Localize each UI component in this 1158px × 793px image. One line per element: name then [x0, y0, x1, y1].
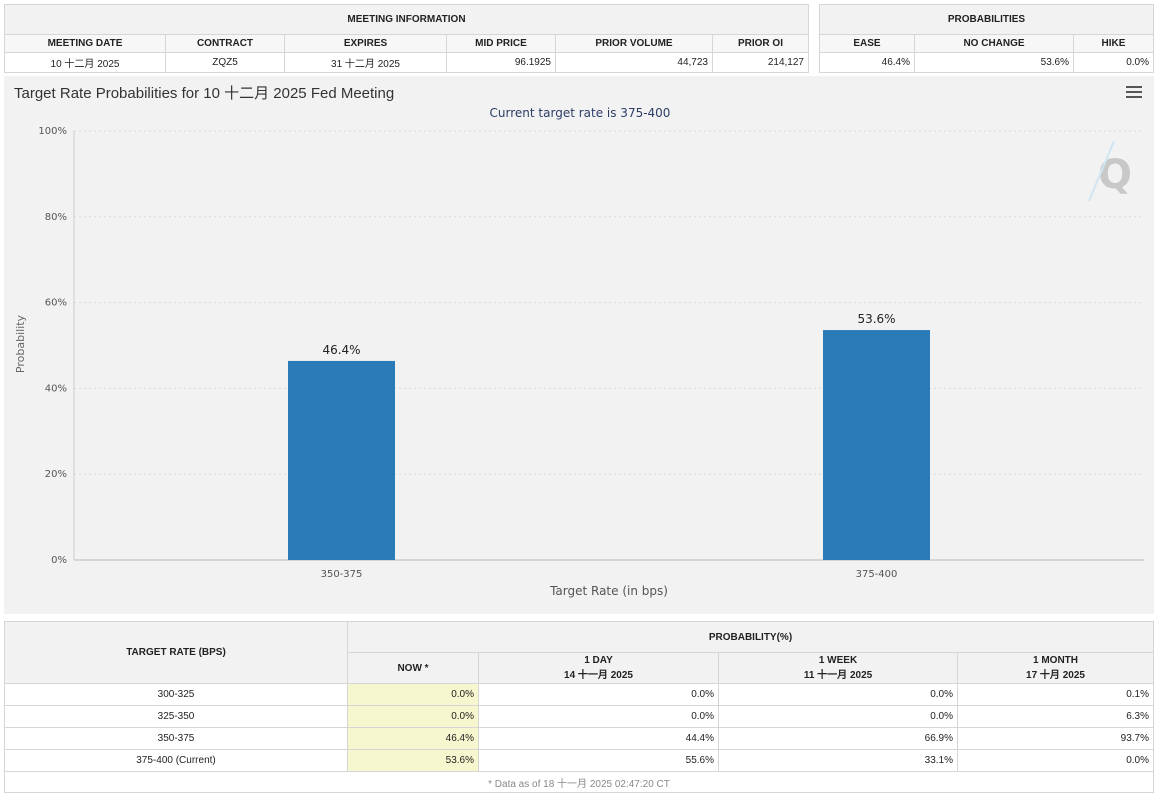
data-footnote: * Data as of 18 十一月 2025 02:47:20 CT — [4, 771, 1154, 793]
chart-title: Target Rate Probabilities for 10 十二月 202… — [14, 85, 395, 102]
bar-data-label: 53.6% — [857, 312, 895, 326]
col-prior-volume: PRIOR VOLUME — [555, 34, 713, 53]
col-1-week-label: 1 WEEK — [818, 655, 858, 666]
col-1-month-date: 17 十月 2025 — [1026, 670, 1085, 681]
ease-value: 46.4% — [819, 52, 915, 73]
target-rate-cell: 350-375 — [4, 727, 348, 750]
y-tick-label: 20% — [45, 469, 67, 480]
probability-cell: 0.0% — [347, 705, 479, 728]
probability-header: PROBABILITY(%) — [347, 621, 1154, 653]
y-tick-label: 80% — [45, 212, 67, 223]
y-axis-label: Probability — [14, 314, 27, 373]
probability-cell: 53.6% — [347, 749, 479, 772]
bar-375-400[interactable] — [823, 330, 930, 560]
col-now-label: NOW * — [397, 662, 429, 674]
table-row: 375-400 (Current) 53.6% 55.6% 33.1% 0.0% — [4, 749, 1154, 772]
contract-value: ZQZ5 — [165, 52, 285, 73]
col-no-change: NO CHANGE — [914, 34, 1074, 53]
bar-data-label: 46.4% — [322, 343, 360, 357]
target-rate-cell: 375-400 (Current) — [4, 749, 348, 772]
col-now: NOW * — [347, 652, 479, 684]
y-tick-label: 60% — [45, 298, 67, 309]
col-1-month: 1 MONTH 17 十月 2025 — [957, 652, 1154, 684]
chart-subtitle: Current target rate is 375-400 — [490, 106, 671, 120]
expires-value: 31 十二月 2025 — [284, 52, 447, 73]
chart-panel: Target Rate Probabilities for 10 十二月 202… — [4, 76, 1154, 614]
probability-cell: 44.4% — [478, 727, 719, 750]
probability-cell: 0.0% — [718, 683, 958, 706]
target-rate-header: TARGET RATE (BPS) — [4, 621, 348, 684]
col-mid-price: MID PRICE — [446, 34, 556, 53]
hike-value: 0.0% — [1073, 52, 1154, 73]
probability-cell: 66.9% — [718, 727, 958, 750]
col-1-day: 1 DAY 14 十一月 2025 — [478, 652, 719, 684]
x-axis-ticks: 350-375 375-400 — [321, 569, 898, 580]
meeting-info-title: MEETING INFORMATION — [4, 4, 809, 35]
y-tick-label: 100% — [38, 126, 67, 137]
probability-cell: 0.0% — [478, 705, 719, 728]
y-axis-ticks: 0% 20% 40% 60% 80% 100% — [38, 126, 67, 566]
probability-cell: 0.0% — [478, 683, 719, 706]
x-axis-label: Target Rate (in bps) — [549, 584, 668, 598]
probability-cell: 55.6% — [478, 749, 719, 772]
bar-350-375[interactable] — [288, 360, 395, 560]
probability-cell: 93.7% — [957, 727, 1154, 750]
col-1-week-date: 11 十一月 2025 — [803, 670, 873, 681]
probabilities-title: PROBABILITIES — [819, 4, 1154, 35]
probability-history-table: TARGET RATE (BPS) PROBABILITY(%) NOW * 1… — [4, 621, 1154, 793]
table-row: 300-325 0.0% 0.0% 0.0% 0.1% — [4, 683, 1154, 706]
chart-menu-icon[interactable] — [1126, 86, 1142, 100]
probability-cell: 6.3% — [957, 705, 1154, 728]
target-rate-cell: 325-350 — [4, 705, 348, 728]
probabilities-table: PROBABILITIES EASE NO CHANGE HIKE 46.4% … — [819, 4, 1154, 73]
col-1-day-date: 14 十一月 2025 — [564, 670, 633, 681]
x-tick-label: 375-400 — [856, 569, 898, 580]
target-rate-cell: 300-325 — [4, 683, 348, 706]
chart-grid — [73, 130, 1144, 561]
col-meeting-date: MEETING DATE — [4, 34, 166, 53]
col-1-day-label: 1 DAY — [584, 655, 613, 666]
probability-cell: 0.0% — [718, 705, 958, 728]
watermark-letter: Q — [1098, 152, 1132, 198]
y-tick-label: 0% — [51, 555, 67, 566]
col-expires: EXPIRES — [284, 34, 447, 53]
no-change-value: 53.6% — [914, 52, 1074, 73]
meeting-date-value: 10 十二月 2025 — [4, 52, 166, 73]
table-row: 325-350 0.0% 0.0% 0.0% 6.3% — [4, 705, 1154, 728]
x-tick-label: 350-375 — [321, 569, 363, 580]
mid-price-value: 96.1925 — [446, 52, 556, 73]
col-contract: CONTRACT — [165, 34, 285, 53]
watermark-logo: Q — [1088, 140, 1132, 202]
chart-bars: 46.4% 53.6% — [288, 312, 930, 560]
col-hike: HIKE — [1073, 34, 1154, 53]
prior-volume-value: 44,723 — [555, 52, 713, 73]
col-prior-oi: PRIOR OI — [712, 34, 809, 53]
meeting-info-table: MEETING INFORMATION MEETING DATE CONTRAC… — [4, 4, 809, 73]
probability-cell: 0.0% — [347, 683, 479, 706]
probability-cell: 0.1% — [957, 683, 1154, 706]
y-tick-label: 40% — [45, 383, 67, 394]
col-1-month-label: 1 MONTH — [1033, 655, 1078, 666]
prior-oi-value: 214,127 — [712, 52, 809, 73]
table-row: 350-375 46.4% 44.4% 66.9% 93.7% — [4, 727, 1154, 750]
probability-cell: 46.4% — [347, 727, 479, 750]
chart-svg: Current target rate is 375-400 0% 20% 40% 6… — [14, 106, 1144, 598]
col-1-week: 1 WEEK 11 十一月 2025 — [718, 652, 958, 684]
col-ease: EASE — [819, 34, 915, 53]
probability-cell: 0.0% — [957, 749, 1154, 772]
probability-cell: 33.1% — [718, 749, 958, 772]
